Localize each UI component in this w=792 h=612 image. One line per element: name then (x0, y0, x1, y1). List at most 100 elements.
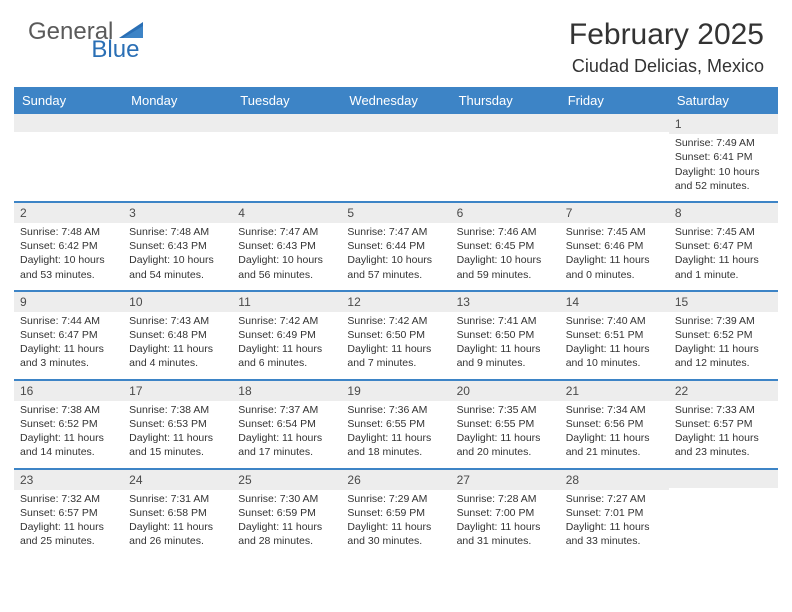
sunrise-text: Sunrise: 7:47 AM (238, 225, 335, 239)
sunrise-text: Sunrise: 7:37 AM (238, 403, 335, 417)
sunset-text: Sunset: 6:49 PM (238, 328, 335, 342)
day-cell: 14Sunrise: 7:40 AMSunset: 6:51 PMDayligh… (560, 292, 669, 379)
daylight-text: Daylight: 11 hours and 20 minutes. (457, 431, 554, 459)
day-body: Sunrise: 7:47 AMSunset: 6:44 PMDaylight:… (341, 223, 450, 290)
date-number: 15 (669, 292, 778, 312)
day-body: Sunrise: 7:46 AMSunset: 6:45 PMDaylight:… (451, 223, 560, 290)
day-cell: 11Sunrise: 7:42 AMSunset: 6:49 PMDayligh… (232, 292, 341, 379)
sunset-text: Sunset: 6:55 PM (347, 417, 444, 431)
sunrise-text: Sunrise: 7:38 AM (20, 403, 117, 417)
week-row: 1Sunrise: 7:49 AMSunset: 6:41 PMDaylight… (14, 114, 778, 201)
calendar: Sunday Monday Tuesday Wednesday Thursday… (0, 87, 792, 556)
day-cell (669, 470, 778, 557)
daylight-text: Daylight: 10 hours and 54 minutes. (129, 253, 226, 281)
sunset-text: Sunset: 6:46 PM (566, 239, 663, 253)
daylight-text: Daylight: 11 hours and 17 minutes. (238, 431, 335, 459)
date-number: 22 (669, 381, 778, 401)
day-body: Sunrise: 7:42 AMSunset: 6:49 PMDaylight:… (232, 312, 341, 379)
daylight-text: Daylight: 11 hours and 28 minutes. (238, 520, 335, 548)
date-number: 17 (123, 381, 232, 401)
sunrise-text: Sunrise: 7:45 AM (566, 225, 663, 239)
day-cell (123, 114, 232, 201)
location: Ciudad Delicias, Mexico (569, 56, 764, 77)
day-header-row: Sunday Monday Tuesday Wednesday Thursday… (14, 87, 778, 114)
date-number: 12 (341, 292, 450, 312)
dayhead-thursday: Thursday (451, 87, 560, 114)
sunrise-text: Sunrise: 7:28 AM (457, 492, 554, 506)
sunrise-text: Sunrise: 7:48 AM (129, 225, 226, 239)
date-number: 11 (232, 292, 341, 312)
date-number: 3 (123, 203, 232, 223)
day-cell: 13Sunrise: 7:41 AMSunset: 6:50 PMDayligh… (451, 292, 560, 379)
date-number (560, 114, 669, 132)
sunset-text: Sunset: 7:00 PM (457, 506, 554, 520)
sunset-text: Sunset: 6:55 PM (457, 417, 554, 431)
sunrise-text: Sunrise: 7:47 AM (347, 225, 444, 239)
sunrise-text: Sunrise: 7:42 AM (347, 314, 444, 328)
date-number: 23 (14, 470, 123, 490)
week-row: 2Sunrise: 7:48 AMSunset: 6:42 PMDaylight… (14, 201, 778, 290)
date-number: 28 (560, 470, 669, 490)
date-number: 26 (341, 470, 450, 490)
sunrise-text: Sunrise: 7:30 AM (238, 492, 335, 506)
date-number: 5 (341, 203, 450, 223)
day-cell: 18Sunrise: 7:37 AMSunset: 6:54 PMDayligh… (232, 381, 341, 468)
sunset-text: Sunset: 6:58 PM (129, 506, 226, 520)
sunset-text: Sunset: 6:48 PM (129, 328, 226, 342)
sunrise-text: Sunrise: 7:35 AM (457, 403, 554, 417)
date-number: 7 (560, 203, 669, 223)
date-number (14, 114, 123, 132)
daylight-text: Daylight: 11 hours and 31 minutes. (457, 520, 554, 548)
day-body: Sunrise: 7:33 AMSunset: 6:57 PMDaylight:… (669, 401, 778, 468)
day-cell: 24Sunrise: 7:31 AMSunset: 6:58 PMDayligh… (123, 470, 232, 557)
day-body: Sunrise: 7:45 AMSunset: 6:47 PMDaylight:… (669, 223, 778, 290)
day-cell: 20Sunrise: 7:35 AMSunset: 6:55 PMDayligh… (451, 381, 560, 468)
daylight-text: Daylight: 11 hours and 4 minutes. (129, 342, 226, 370)
daylight-text: Daylight: 11 hours and 30 minutes. (347, 520, 444, 548)
daylight-text: Daylight: 11 hours and 18 minutes. (347, 431, 444, 459)
day-cell: 10Sunrise: 7:43 AMSunset: 6:48 PMDayligh… (123, 292, 232, 379)
day-body: Sunrise: 7:38 AMSunset: 6:52 PMDaylight:… (14, 401, 123, 468)
sunrise-text: Sunrise: 7:32 AM (20, 492, 117, 506)
date-number (669, 470, 778, 488)
day-body: Sunrise: 7:49 AMSunset: 6:41 PMDaylight:… (669, 134, 778, 201)
date-number: 2 (14, 203, 123, 223)
day-body (451, 132, 560, 194)
date-number: 4 (232, 203, 341, 223)
date-number: 16 (14, 381, 123, 401)
daylight-text: Daylight: 11 hours and 0 minutes. (566, 253, 663, 281)
week-row: 9Sunrise: 7:44 AMSunset: 6:47 PMDaylight… (14, 290, 778, 379)
sunset-text: Sunset: 6:52 PM (20, 417, 117, 431)
sunset-text: Sunset: 6:51 PM (566, 328, 663, 342)
daylight-text: Daylight: 10 hours and 59 minutes. (457, 253, 554, 281)
date-number: 6 (451, 203, 560, 223)
day-cell: 25Sunrise: 7:30 AMSunset: 6:59 PMDayligh… (232, 470, 341, 557)
day-body: Sunrise: 7:36 AMSunset: 6:55 PMDaylight:… (341, 401, 450, 468)
date-number: 10 (123, 292, 232, 312)
daylight-text: Daylight: 11 hours and 25 minutes. (20, 520, 117, 548)
sunset-text: Sunset: 6:42 PM (20, 239, 117, 253)
sunset-text: Sunset: 6:53 PM (129, 417, 226, 431)
day-cell (14, 114, 123, 201)
week-row: 23Sunrise: 7:32 AMSunset: 6:57 PMDayligh… (14, 468, 778, 557)
daylight-text: Daylight: 11 hours and 9 minutes. (457, 342, 554, 370)
date-number: 24 (123, 470, 232, 490)
dayhead-wednesday: Wednesday (341, 87, 450, 114)
daylight-text: Daylight: 11 hours and 3 minutes. (20, 342, 117, 370)
sunrise-text: Sunrise: 7:38 AM (129, 403, 226, 417)
date-number: 21 (560, 381, 669, 401)
sunrise-text: Sunrise: 7:29 AM (347, 492, 444, 506)
sunrise-text: Sunrise: 7:41 AM (457, 314, 554, 328)
daylight-text: Daylight: 11 hours and 6 minutes. (238, 342, 335, 370)
week-row: 16Sunrise: 7:38 AMSunset: 6:52 PMDayligh… (14, 379, 778, 468)
sunrise-text: Sunrise: 7:40 AM (566, 314, 663, 328)
sunrise-text: Sunrise: 7:49 AM (675, 136, 772, 150)
logo-text-blue: Blue (91, 36, 139, 64)
sunset-text: Sunset: 6:47 PM (675, 239, 772, 253)
sunset-text: Sunset: 6:57 PM (675, 417, 772, 431)
day-body: Sunrise: 7:47 AMSunset: 6:43 PMDaylight:… (232, 223, 341, 290)
daylight-text: Daylight: 10 hours and 56 minutes. (238, 253, 335, 281)
day-cell: 21Sunrise: 7:34 AMSunset: 6:56 PMDayligh… (560, 381, 669, 468)
day-cell: 12Sunrise: 7:42 AMSunset: 6:50 PMDayligh… (341, 292, 450, 379)
daylight-text: Daylight: 10 hours and 53 minutes. (20, 253, 117, 281)
